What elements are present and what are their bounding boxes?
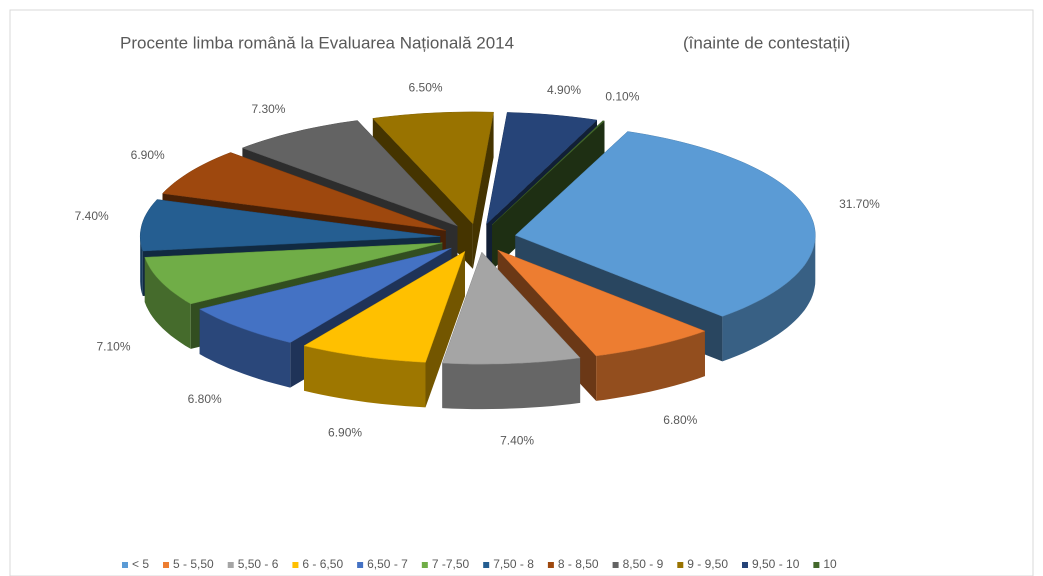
legend-label: 8,50 - 9 xyxy=(623,557,664,571)
data-label: 7.10% xyxy=(96,339,130,353)
legend-swatch xyxy=(292,562,299,568)
slice-rim xyxy=(144,257,191,349)
pie-slice xyxy=(441,251,581,410)
slice-side xyxy=(472,112,494,269)
slice-rim xyxy=(199,309,291,388)
legend-label: 6 - 6,50 xyxy=(302,557,343,571)
legend-label: 8 - 8,50 xyxy=(558,557,599,571)
slice-top xyxy=(241,120,458,227)
slice-rim xyxy=(304,345,426,408)
legend-label: 9,50 - 10 xyxy=(752,557,800,571)
legend-swatch xyxy=(483,562,490,568)
legend-label: 7 -7,50 xyxy=(432,557,470,571)
data-label: 4.90% xyxy=(547,83,581,97)
slice-rim xyxy=(442,357,581,410)
legend-swatch xyxy=(122,562,128,568)
legend-label: < 5 xyxy=(132,557,149,571)
legend-swatch xyxy=(677,562,684,568)
slice-top xyxy=(144,242,443,305)
slice-top xyxy=(497,249,706,357)
data-label: 0.10% xyxy=(605,90,639,104)
pie-slice xyxy=(303,250,466,408)
slice-top xyxy=(161,152,446,231)
data-label: 6.90% xyxy=(328,425,362,439)
legend-swatch xyxy=(227,562,234,568)
legend-label: 7,50 - 8 xyxy=(493,557,534,571)
legend-label: 6,50 - 7 xyxy=(367,557,408,571)
slice-rim xyxy=(140,236,143,296)
slice-top xyxy=(491,120,606,225)
slice-top xyxy=(139,199,441,252)
data-label: 7.40% xyxy=(75,209,109,223)
legend-swatch xyxy=(421,562,428,568)
legend-swatch xyxy=(813,562,820,568)
data-label: 6.80% xyxy=(663,413,697,427)
legend-swatch xyxy=(612,562,619,568)
slice-top xyxy=(514,131,816,317)
data-label: 7.30% xyxy=(251,102,285,116)
data-label: 6.80% xyxy=(188,392,222,406)
legend-swatch xyxy=(742,562,748,568)
legend-swatch xyxy=(357,562,364,568)
data-label: 7.40% xyxy=(500,433,534,447)
legend-label: 5,50 - 6 xyxy=(238,557,279,571)
legend-label: 9 - 9,50 xyxy=(687,557,728,571)
slice-rim xyxy=(596,331,705,401)
data-label: 6.50% xyxy=(409,80,443,94)
slice-rim xyxy=(722,235,816,362)
legend-swatch xyxy=(163,562,170,568)
legend-label: 5 - 5,50 xyxy=(173,557,214,571)
slice-top xyxy=(441,251,581,365)
legend-swatch xyxy=(547,562,554,568)
slice-top xyxy=(303,250,466,363)
chart-title: Procente limba română la Evaluarea Națio… xyxy=(120,33,514,52)
chart-subtitle: (înainte de contestații) xyxy=(683,33,850,52)
legend-label: 10 xyxy=(823,557,837,571)
slice-top xyxy=(372,111,494,225)
data-label: 31.70% xyxy=(839,197,880,211)
slice-top xyxy=(486,112,598,225)
data-label: 6.90% xyxy=(131,148,165,162)
slice-top xyxy=(199,247,452,343)
